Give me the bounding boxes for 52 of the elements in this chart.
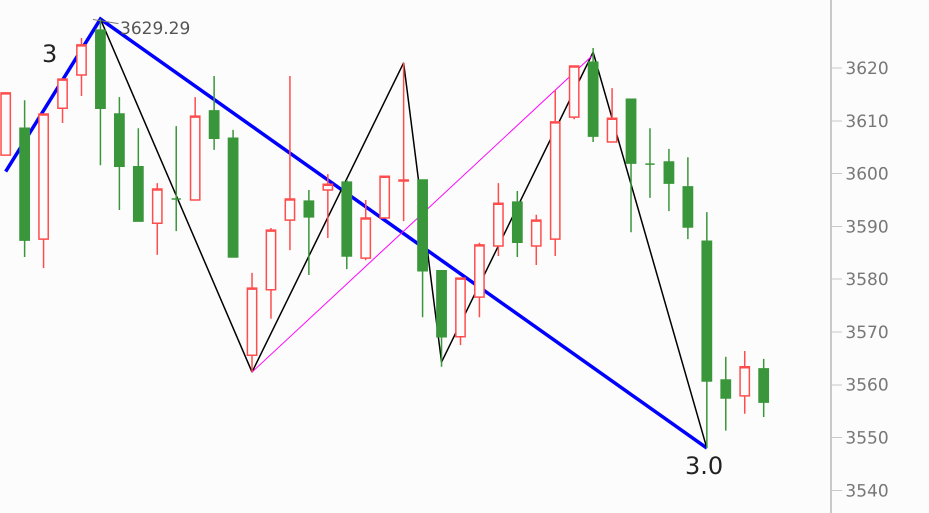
candlestick [626, 98, 636, 233]
candlestick [95, 18, 106, 166]
candlestick [19, 100, 30, 258]
candlestick [720, 356, 732, 432]
candlestick [246, 272, 258, 373]
candlestick [588, 47, 599, 143]
y-tick-label: 3620 [845, 59, 889, 80]
candlestick [492, 182, 504, 257]
candlestick [208, 75, 220, 151]
candlestick [398, 62, 410, 222]
y-tick-label: 3580 [845, 270, 889, 290]
candlestick [76, 37, 87, 97]
candlestick [38, 113, 49, 269]
candlestick [474, 242, 485, 318]
candlestick [530, 214, 542, 266]
candlestick [360, 199, 372, 261]
y-tick-label: 3540 [845, 481, 889, 502]
candlestick [303, 189, 314, 276]
candlestick [152, 182, 163, 256]
candlestick [114, 96, 125, 211]
candlestick [379, 176, 390, 219]
candlestick [606, 87, 618, 143]
candlestick [170, 125, 182, 232]
y-tick-label: 3610 [845, 112, 889, 132]
y-tick-label: 3600 [845, 164, 889, 185]
candlestick [417, 179, 428, 318]
candlestick [644, 128, 656, 199]
candlestick [132, 128, 144, 222]
candlestick [664, 148, 674, 212]
candlestick [758, 358, 770, 418]
candlestick [701, 211, 712, 449]
candlestick [436, 270, 447, 368]
candlestick [550, 90, 561, 257]
candlestick [568, 65, 580, 120]
annotation: 3629.29 [120, 19, 190, 39]
y-tick-label: 3560 [845, 376, 889, 396]
candlestick [284, 75, 296, 251]
candlestick [341, 179, 352, 270]
candlestick [455, 277, 466, 346]
candlestick [682, 156, 694, 240]
candlestick [322, 173, 334, 239]
y-tick-label: 3570 [845, 322, 889, 343]
y-tick-label: 3590 [845, 217, 889, 238]
candlestick [190, 96, 201, 201]
y-tick-label: 3550 [845, 428, 889, 448]
candlestick [228, 129, 238, 258]
candlestick [739, 350, 750, 415]
candlestick [512, 190, 523, 258]
annotation: 3 [42, 40, 58, 68]
annotation: 3.0 [685, 452, 724, 480]
candlestick [57, 77, 68, 124]
candlestick [266, 227, 276, 320]
